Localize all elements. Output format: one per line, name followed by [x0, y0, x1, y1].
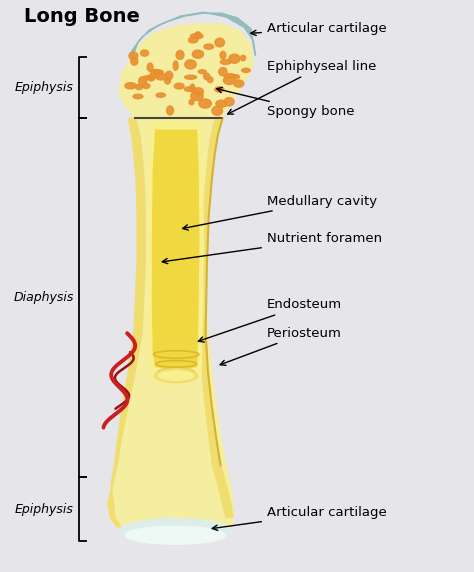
- Ellipse shape: [165, 72, 173, 80]
- Ellipse shape: [208, 77, 213, 82]
- Polygon shape: [108, 118, 145, 527]
- Polygon shape: [200, 118, 233, 517]
- Ellipse shape: [224, 74, 235, 78]
- Ellipse shape: [154, 70, 163, 75]
- Ellipse shape: [125, 526, 225, 544]
- Ellipse shape: [185, 60, 196, 69]
- Ellipse shape: [158, 371, 194, 380]
- Ellipse shape: [215, 38, 225, 47]
- Ellipse shape: [147, 63, 153, 72]
- Ellipse shape: [142, 84, 150, 89]
- Ellipse shape: [212, 106, 223, 116]
- Ellipse shape: [195, 32, 201, 39]
- Ellipse shape: [133, 94, 143, 99]
- Text: Periosteum: Periosteum: [220, 327, 342, 366]
- Ellipse shape: [204, 44, 214, 49]
- Ellipse shape: [129, 52, 138, 59]
- Ellipse shape: [155, 368, 198, 383]
- Ellipse shape: [174, 83, 184, 89]
- Polygon shape: [153, 130, 199, 371]
- Ellipse shape: [164, 77, 171, 84]
- Ellipse shape: [199, 99, 211, 108]
- Text: Articular cartilage: Articular cartilage: [212, 506, 387, 530]
- Text: Nutrient foramen: Nutrient foramen: [162, 232, 382, 264]
- Ellipse shape: [141, 50, 148, 56]
- Ellipse shape: [189, 100, 194, 105]
- Ellipse shape: [241, 55, 246, 61]
- Ellipse shape: [138, 77, 147, 85]
- Ellipse shape: [193, 88, 203, 96]
- Ellipse shape: [192, 50, 203, 58]
- Ellipse shape: [219, 67, 227, 76]
- Ellipse shape: [174, 491, 233, 534]
- Polygon shape: [108, 24, 253, 541]
- Ellipse shape: [184, 87, 195, 92]
- Ellipse shape: [167, 106, 173, 115]
- Ellipse shape: [231, 74, 239, 79]
- Ellipse shape: [151, 69, 161, 78]
- Polygon shape: [135, 25, 251, 64]
- Ellipse shape: [188, 37, 198, 43]
- Ellipse shape: [204, 73, 210, 80]
- Ellipse shape: [224, 98, 234, 106]
- Ellipse shape: [191, 34, 203, 39]
- Text: Epiphysis: Epiphysis: [15, 503, 74, 515]
- Polygon shape: [132, 12, 255, 57]
- Ellipse shape: [156, 93, 165, 97]
- Ellipse shape: [220, 51, 226, 59]
- Ellipse shape: [136, 84, 143, 90]
- Text: Diaphysis: Diaphysis: [14, 291, 74, 304]
- Ellipse shape: [215, 87, 224, 92]
- Ellipse shape: [198, 70, 206, 74]
- Text: Medullary cavity: Medullary cavity: [182, 194, 377, 230]
- Ellipse shape: [155, 73, 166, 80]
- Text: Endosteum: Endosteum: [199, 299, 342, 342]
- Polygon shape: [108, 118, 233, 527]
- Text: Articular cartilage: Articular cartilage: [251, 22, 387, 35]
- Ellipse shape: [131, 57, 138, 65]
- Ellipse shape: [242, 68, 250, 73]
- Text: Epiphysis: Epiphysis: [15, 81, 74, 94]
- Ellipse shape: [216, 100, 227, 107]
- Ellipse shape: [176, 50, 184, 59]
- Ellipse shape: [223, 76, 235, 85]
- Polygon shape: [119, 24, 253, 118]
- Ellipse shape: [185, 75, 197, 80]
- Ellipse shape: [125, 82, 136, 89]
- Ellipse shape: [190, 84, 195, 92]
- Ellipse shape: [229, 54, 240, 63]
- Text: Spongy bone: Spongy bone: [217, 88, 355, 118]
- Ellipse shape: [148, 74, 155, 81]
- Ellipse shape: [220, 59, 231, 65]
- Polygon shape: [148, 118, 203, 385]
- Ellipse shape: [115, 489, 183, 536]
- Ellipse shape: [191, 92, 203, 101]
- Text: Ephiphyseal line: Ephiphyseal line: [228, 60, 376, 114]
- Polygon shape: [117, 477, 233, 503]
- Ellipse shape: [143, 76, 155, 80]
- Ellipse shape: [118, 518, 232, 545]
- Ellipse shape: [173, 61, 178, 70]
- Text: Long Bone: Long Bone: [24, 7, 140, 26]
- Ellipse shape: [234, 80, 244, 87]
